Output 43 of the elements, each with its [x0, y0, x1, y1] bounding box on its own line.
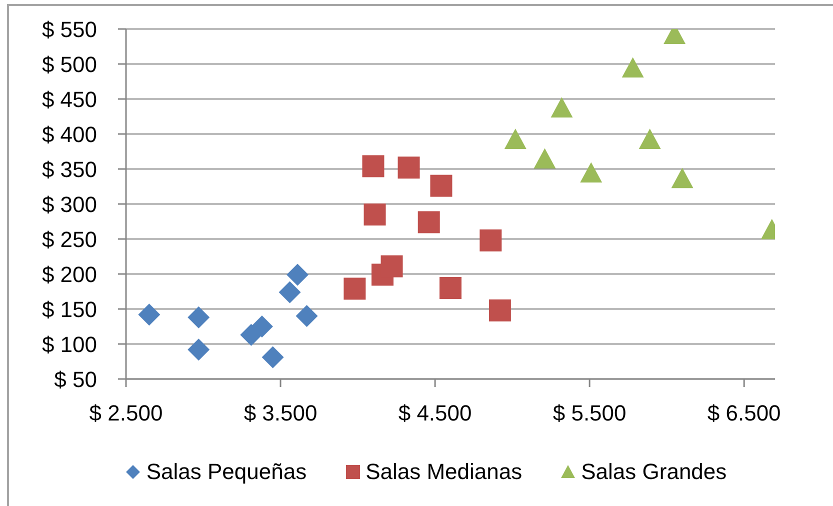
- point: [440, 277, 462, 299]
- point: [430, 174, 452, 197]
- x-tick-label: $ 2.500: [89, 400, 163, 426]
- y-tick-label: $ 150: [42, 296, 97, 322]
- y-tick-label: $ 400: [42, 122, 97, 147]
- x-tick-label: $ 6.500: [707, 400, 781, 426]
- y-tick-label: $ 500: [42, 52, 97, 77]
- y-tick-label: $ 200: [42, 262, 97, 287]
- point: [534, 148, 556, 169]
- y-tick-label: $ 350: [42, 156, 97, 182]
- y-tick-label: $ 450: [42, 86, 97, 112]
- point: [362, 155, 384, 178]
- point: [488, 299, 511, 322]
- y-tick-label: $ 550: [42, 16, 97, 42]
- point: [480, 229, 502, 252]
- y-tick-label: $ 50: [54, 366, 97, 392]
- legend-label: Salas Medianas: [366, 459, 522, 485]
- point: [138, 304, 160, 326]
- x-tick-label: $ 5.500: [552, 400, 626, 426]
- point: [250, 316, 273, 338]
- y-tick-label: $ 250: [42, 226, 97, 252]
- point: [580, 162, 602, 183]
- y-tick-label: $ 300: [42, 192, 97, 217]
- point: [188, 338, 210, 361]
- point: [286, 264, 309, 286]
- point: [188, 306, 210, 328]
- point: [262, 346, 284, 368]
- point: [364, 204, 386, 226]
- point: [296, 305, 318, 327]
- point: [504, 128, 526, 149]
- point: [398, 156, 420, 179]
- point: [418, 211, 440, 234]
- legend-label: Salas Grandes: [581, 459, 727, 485]
- point: [550, 97, 573, 118]
- point: [622, 57, 644, 78]
- x-tick-label: $ 4.500: [398, 400, 472, 426]
- legend-label: Salas Pequeñas: [146, 459, 307, 485]
- point: [671, 168, 694, 188]
- point: [344, 278, 366, 300]
- point: [278, 281, 301, 304]
- point: [638, 128, 661, 149]
- y-tick-label: $ 100: [42, 332, 97, 357]
- x-tick-label: $ 3.500: [244, 400, 318, 426]
